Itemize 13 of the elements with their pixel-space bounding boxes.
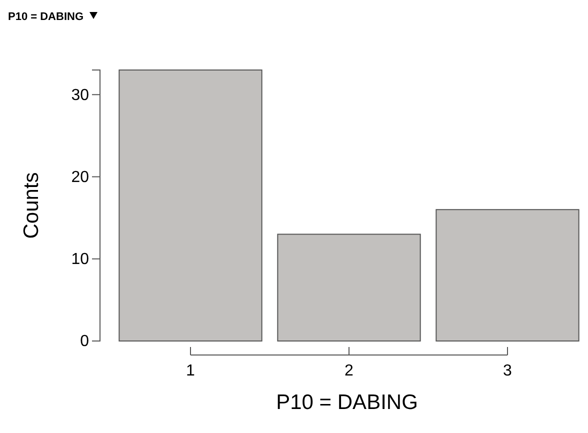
y-tick-label: 10 (71, 251, 90, 268)
chart-title: P10 = DABING (8, 11, 84, 23)
x-axis-title: P10 = DABING (276, 391, 418, 414)
bar (118, 70, 262, 342)
y-tick-label: 30 (71, 86, 90, 104)
y-tick-label: 0 (80, 333, 90, 350)
y-tick-label: 20 (71, 168, 90, 186)
x-tick-label: 2 (344, 362, 354, 380)
x-tick-label: 3 (503, 362, 512, 380)
y-axis-title: Counts (20, 172, 43, 239)
bar (277, 234, 421, 342)
x-tick-label: 1 (186, 362, 196, 380)
bar (436, 209, 580, 342)
